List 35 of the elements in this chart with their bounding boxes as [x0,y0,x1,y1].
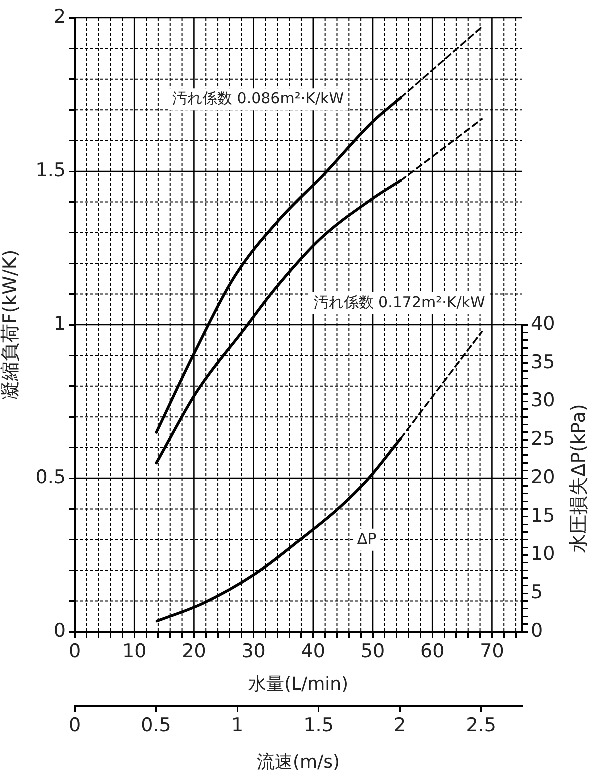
x2-tick-label: 0 [68,714,82,736]
x-tick-label: 70 [480,640,504,662]
y-tick-label: 1.5 [36,159,66,182]
x2-axis-title: 流速(m/s) [256,752,340,773]
x2-tick-label: 2 [394,714,406,736]
y2-tick-label: 25 [531,428,556,450]
y2-tick-label: 10 [531,543,556,566]
y2-tick-label: 30 [531,390,556,412]
x2-tick-label: 0.5 [141,714,172,736]
x-axis-title: 水量(L/min) [248,674,349,695]
x2-tick-label: 1.5 [304,714,334,736]
y2-tick-label: 0 [531,620,544,642]
annotation: 汚れ係数 0.086m²·K/kW [172,90,344,108]
y2-tick-label: 5 [531,582,544,604]
x-tick-label: 60 [420,640,445,662]
y-tick-label: 0.5 [36,466,66,488]
y2-tick-label: 15 [531,504,556,527]
annotation: ΔP [357,530,377,548]
annotation: 汚れ係数 0.172m²·K/kW [314,293,486,312]
y2-axis-title: 水圧損失ΔP(kPa) [568,404,590,553]
x-tick-label: 40 [301,640,326,662]
x-tick-label: 30 [242,640,266,662]
x-tick-label: 20 [182,640,206,662]
y-tick-label: 1 [54,312,66,335]
y2-tick-label: 20 [531,466,556,488]
x2-tick-label: 2.5 [466,714,496,736]
x-tick-label: 50 [360,640,386,662]
y-tick-label: 0 [54,620,66,642]
y-axis-title: 凝縮負荷F(kW/K) [0,250,22,400]
y-tick-label: 2 [54,6,66,28]
y2-tick-label: 40 [531,312,556,335]
x-tick-label: 10 [122,640,147,662]
x-tick-label: 0 [68,640,82,662]
x2-tick-label: 1 [232,714,244,736]
y2-tick-label: 35 [531,351,556,374]
